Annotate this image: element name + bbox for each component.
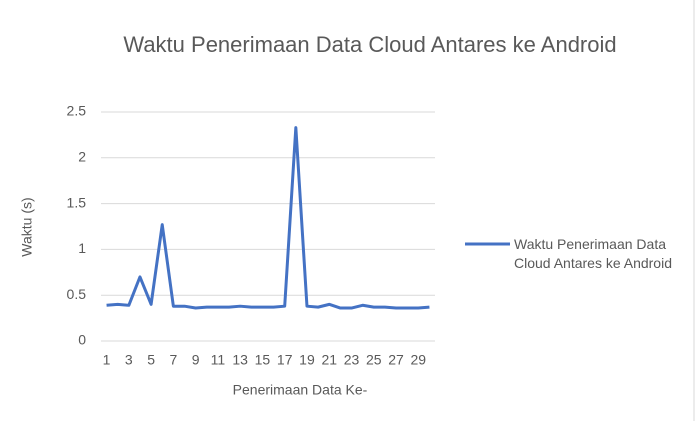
x-tick-label: 9 (192, 352, 200, 368)
x-tick-label: 15 (255, 352, 271, 368)
x-tick-label: 1 (103, 352, 111, 368)
y-axis-label: Waktu (s) (19, 197, 35, 256)
x-tick-label: 5 (147, 352, 155, 368)
x-tick-label: 19 (299, 352, 315, 368)
x-tick-label: 23 (344, 352, 360, 368)
y-tick-label: 2 (78, 149, 86, 165)
y-tick-label: 0.5 (67, 286, 87, 302)
chart-svg: Penerimaan Data Ke- Waktu (s) 0 0.5 1 1.5 2 2… (0, 0, 695, 421)
x-tick-label: 25 (366, 352, 382, 368)
x-tick-label: 13 (232, 352, 248, 368)
x-tick-label: 21 (321, 352, 337, 368)
y-tick-label: 1.5 (67, 194, 87, 210)
y-tick-label: 0 (78, 332, 86, 348)
x-axis-label: Penerimaan Data Ke- (233, 382, 368, 398)
legend-label: Waktu Penerimaan Data Cloud Antares ke A… (514, 235, 694, 273)
x-tick-label: 29 (411, 352, 427, 368)
chart-title: Waktu Penerimaan Data Cloud Antares ke A… (120, 30, 620, 60)
x-tick-label: 7 (169, 352, 177, 368)
y-tick-label: 2.5 (67, 103, 87, 119)
x-tick-label: 27 (388, 352, 404, 368)
chart: Penerimaan Data Ke- Waktu (s) 0 0.5 1 1.5 2 2… (0, 0, 695, 421)
x-tick-label: 17 (277, 352, 293, 368)
y-tick-label: 1 (78, 240, 86, 256)
x-tick-label: 11 (211, 352, 226, 368)
data-line (107, 128, 430, 308)
x-tick-label: 3 (125, 352, 133, 368)
